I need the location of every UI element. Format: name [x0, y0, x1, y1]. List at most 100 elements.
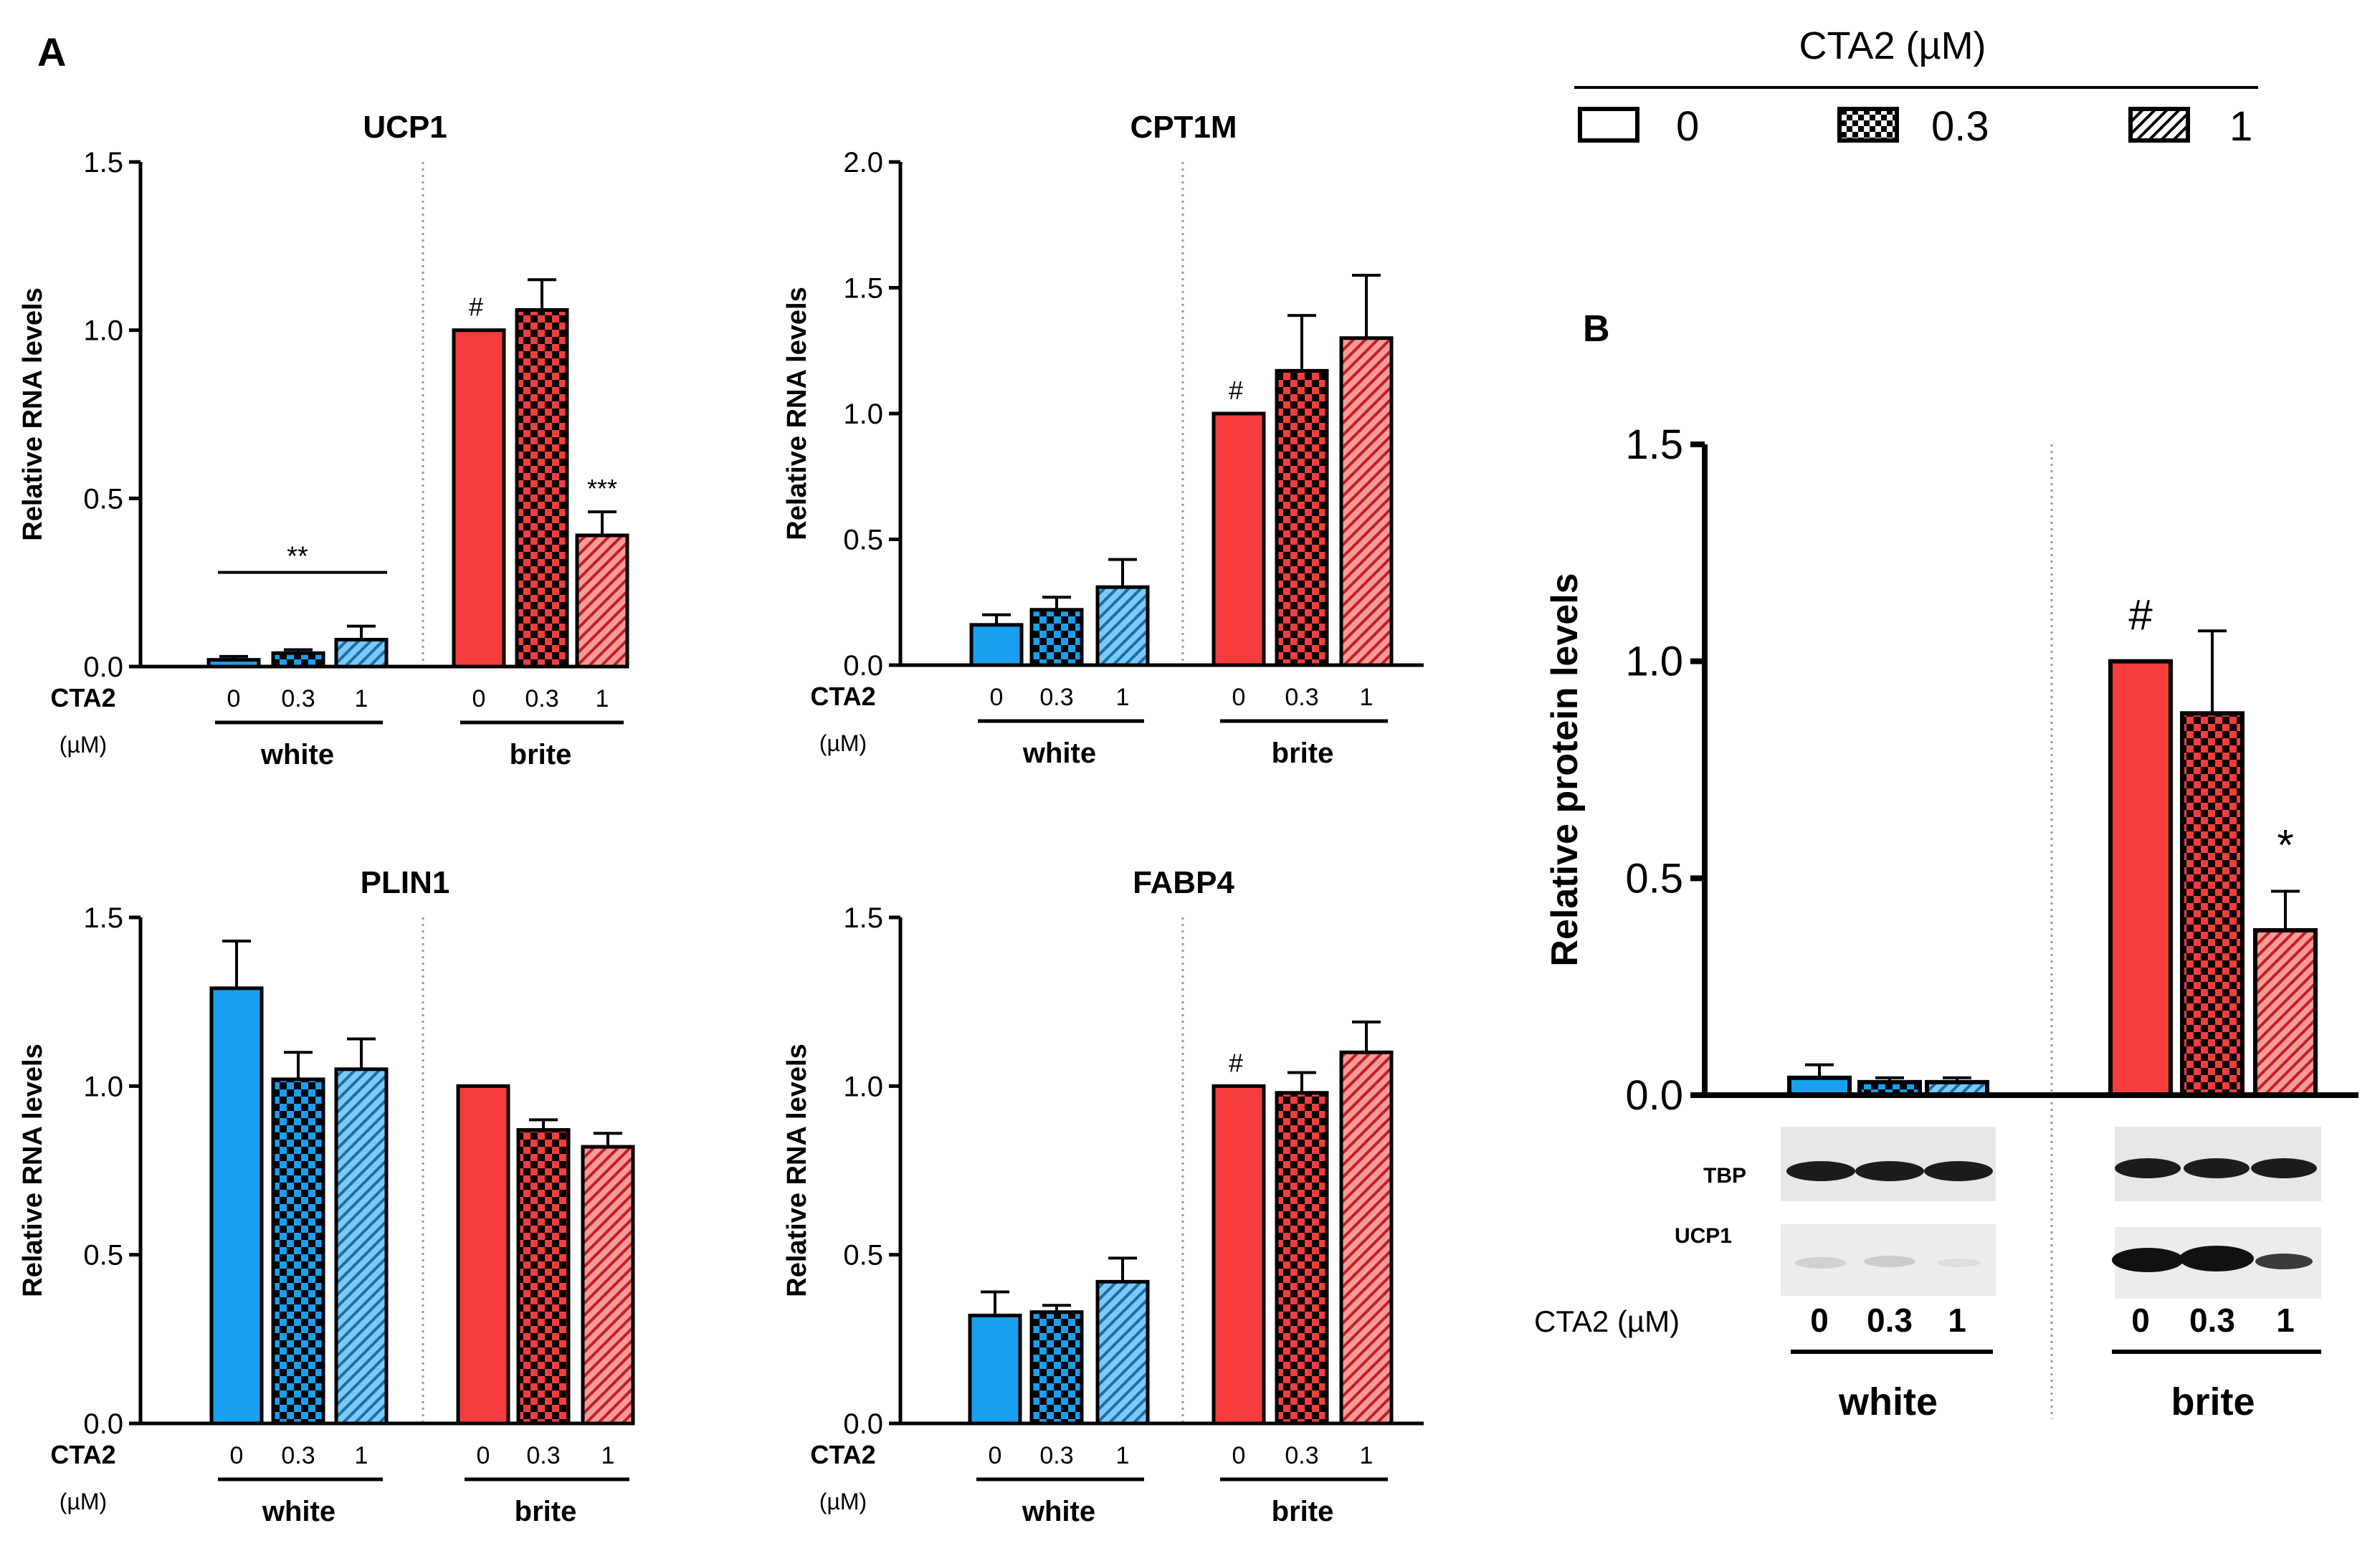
bar-brite-0-3 [1275, 368, 1329, 667]
y-tick-label: 0.5 [843, 1240, 883, 1271]
bar-brite-1 [575, 533, 629, 669]
blot-label-ucp1: UCP1 [1675, 1224, 1732, 1248]
significance-marker: # [469, 292, 483, 322]
y-tick-label: 1.5 [83, 147, 123, 178]
bar-white-0-3 [1029, 608, 1084, 667]
group-label-white: white [1022, 1496, 1095, 1527]
group-label-white: white [260, 739, 334, 770]
significance-marker: * [2277, 821, 2293, 869]
significance-marker: # [1229, 376, 1243, 405]
band-ucp1-brite-1 [2255, 1254, 2313, 1269]
chart-title: FABP4 [1133, 865, 1234, 900]
x-dose-label: 0.3 [526, 1442, 560, 1469]
cpt1m-chart: CPT1M Relative RNA levels 0.0 0.5 1.0 1.5 2.0 #… [782, 110, 1424, 769]
x-dose-label: 0 [989, 1442, 1002, 1469]
significance-marker: # [1229, 1048, 1243, 1077]
panel-label-a: A [37, 29, 66, 75]
y-tick-label: 0.5 [83, 483, 123, 515]
x-dose-label: 0.3 [281, 685, 315, 712]
group-label-white: white [1022, 738, 1096, 769]
bar-white-0 [968, 1313, 1022, 1426]
x-label-unit: (µM) [819, 730, 867, 756]
protein-chart: Relative protein levels 0.0 0.5 1.0 1.5 # * CTA… [1534, 421, 2358, 1423]
x-dose-label: 0.3 [525, 685, 558, 712]
x-dose-label: 1 [1360, 684, 1374, 711]
y-tick-label: 0.0 [843, 1408, 883, 1440]
band-tbp-white-0 [1786, 1161, 1855, 1181]
band-ucp1-brite-0 [2112, 1248, 2184, 1272]
y-tick-label: 0.5 [1625, 855, 1683, 902]
bar-brite-0-3 [1275, 1091, 1329, 1426]
x-dose-label: 0 [227, 685, 241, 712]
x-dose-label: 0 [230, 1442, 244, 1469]
bar-white-1 [334, 637, 389, 669]
group-label-white: white [1838, 1380, 1938, 1423]
bar-brite-0-3 [516, 1128, 571, 1426]
legend-swatch-0 [1578, 107, 1639, 143]
y-tick-label: 1.0 [843, 399, 883, 430]
x-dose-label: 0.3 [1039, 684, 1073, 711]
x-dose-label: 0.3 [1867, 1302, 1913, 1339]
band-ucp1-white-1 [1937, 1259, 1980, 1267]
x-dose-label: 1 [596, 685, 609, 712]
x-dose-label: 0.3 [1285, 1442, 1318, 1469]
legend-swatch-1 [2128, 107, 2190, 143]
x-dose-label: 0 [2131, 1302, 2150, 1339]
significance-marker: # [2128, 591, 2153, 639]
x-dose-label: 0.3 [1285, 684, 1318, 711]
y-axis-label: Relative RNA levels [782, 287, 812, 540]
x-label-cta2: CTA2 (µM) [1534, 1304, 1680, 1338]
x-label-cta2: CTA2 [50, 1440, 115, 1469]
group-label-white: white [262, 1496, 335, 1527]
legend-swatch-0-3 [1837, 107, 1899, 143]
y-tick-label: 0.0 [83, 1408, 123, 1440]
band-ucp1-white-0 [1795, 1257, 1847, 1269]
bar-white-0-3 [271, 651, 325, 669]
y-tick-label: 0.0 [1625, 1072, 1683, 1119]
band-tbp-white-0-3 [1855, 1161, 1924, 1181]
bar-white-1 [1095, 1279, 1150, 1426]
y-tick-label: 1.0 [1625, 639, 1683, 685]
y-axis-label: Relative protein levels [1544, 573, 1586, 966]
x-label-unit: (µM) [819, 1489, 867, 1514]
x-dose-label: 1 [1948, 1302, 1966, 1339]
legend-label-0-3: 0.3 [1931, 103, 1989, 150]
legend-label-1: 1 [2229, 103, 2252, 150]
fabp4-chart: FABP4 Relative RNA levels 0.0 0.5 1.0 1.5 # CTA… [782, 865, 1424, 1527]
bar-white-1 [334, 1067, 389, 1426]
x-dose-label: 0 [472, 685, 486, 712]
x-label-unit: (µM) [60, 732, 107, 758]
x-dose-label: 1 [1360, 1442, 1374, 1469]
group-label-brite: brite [1272, 1496, 1334, 1527]
western-blot: TBP UCP1 [1675, 1127, 2321, 1299]
bar-white-1 [1095, 585, 1150, 667]
band-tbp-brite-0 [2115, 1158, 2181, 1178]
blot-label-tbp: TBP [1703, 1164, 1746, 1188]
y-tick-label: 1.5 [1625, 421, 1683, 468]
x-dose-label: 1 [2276, 1302, 2295, 1339]
x-dose-label: 0 [1232, 684, 1246, 711]
y-axis-label: Relative RNA levels [782, 1044, 812, 1297]
y-tick-label: 0.5 [843, 525, 883, 556]
y-tick-label: 1.0 [83, 1071, 123, 1102]
bar-brite-0-3 [2180, 711, 2245, 1097]
legend-label-0: 0 [1676, 103, 1699, 150]
x-dose-label: 1 [1116, 1442, 1130, 1469]
x-dose-label: 0 [1232, 1442, 1246, 1469]
chart-title: UCP1 [363, 110, 447, 145]
bar-brite-0 [1212, 411, 1266, 667]
band-ucp1-white-0-3 [1864, 1256, 1915, 1267]
y-tick-label: 2.0 [843, 147, 883, 178]
band-tbp-brite-1 [2251, 1158, 2317, 1178]
x-label-cta2: CTA2 [810, 682, 875, 711]
legend-title: CTA2 (µM) [1799, 24, 1986, 67]
significance-marker: ** [287, 542, 308, 572]
x-dose-label: 1 [355, 685, 368, 712]
band-tbp-white-1 [1924, 1161, 1993, 1181]
bar-brite-1 [2253, 927, 2318, 1098]
y-axis-label: Relative RNA levels [18, 287, 48, 540]
x-dose-label: 0.3 [281, 1442, 315, 1469]
x-dose-label: 0 [477, 1442, 490, 1469]
bar-brite-0-3 [515, 308, 569, 669]
